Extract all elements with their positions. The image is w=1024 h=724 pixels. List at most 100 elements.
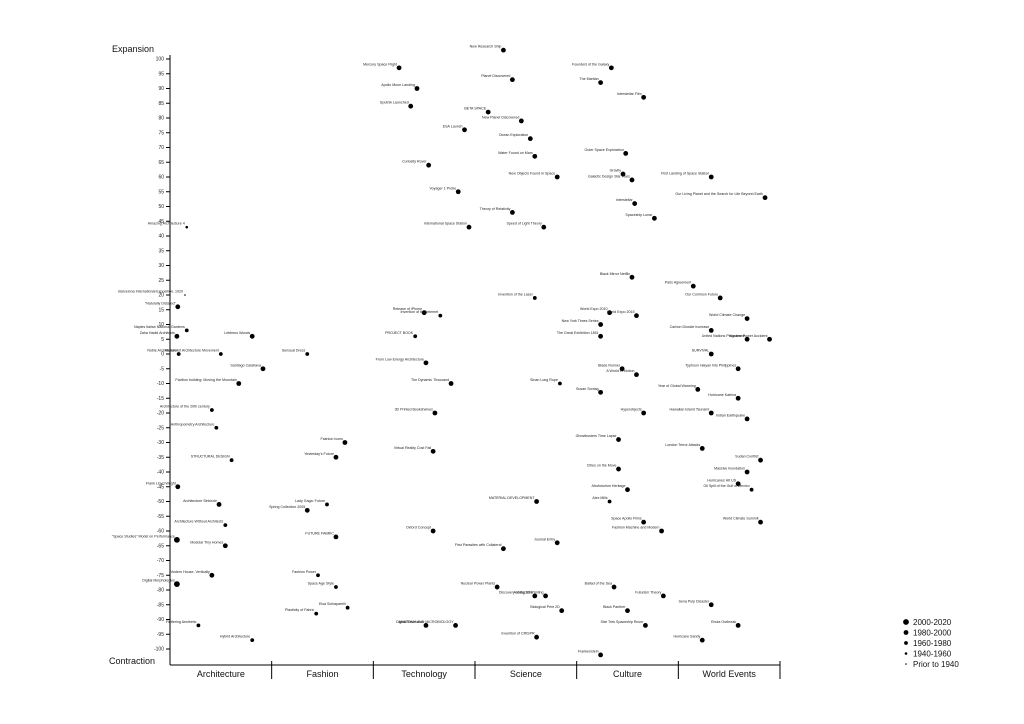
data-point-label: Modular Tiny Homes <box>190 540 223 544</box>
y-tick-label: -10 <box>157 381 164 387</box>
data-point <box>598 333 603 339</box>
data-point-label: Release of iPhone <box>393 307 422 311</box>
data-point-label: Oxford Concept <box>406 526 431 530</box>
data-point <box>634 372 639 378</box>
y-tick-label: 85 <box>158 101 164 107</box>
data-point-label: World Climate Summit <box>723 517 759 521</box>
data-point <box>643 623 648 628</box>
data-point-label: Theory of Relativity <box>480 207 511 211</box>
data-point-label: Alex Mills <box>592 496 607 500</box>
data-point <box>758 519 763 525</box>
data-point <box>762 195 768 201</box>
data-point-label: Sensual Dress <box>282 349 306 353</box>
data-point <box>629 274 635 280</box>
data-point <box>554 540 560 546</box>
data-point-label: Ballad of the Sea <box>585 582 612 586</box>
data-point-label: Digital Morphologies <box>142 579 175 583</box>
data-point-label: Anthropometry Architecture <box>171 422 215 426</box>
data-point <box>690 283 696 289</box>
data-point-label: ANATOMY AND MICROBIOLOGY <box>399 620 455 624</box>
data-point <box>608 65 614 71</box>
data-point-label: World Expo 2015 <box>607 310 635 314</box>
data-point <box>494 584 500 590</box>
y-tick-label: 90 <box>158 86 164 92</box>
y-tick-label: 45 <box>158 219 164 225</box>
data-point-label: Cities on the Move <box>587 464 617 468</box>
data-point <box>396 65 402 71</box>
data-point-label: Pavilion building: Moving the Mountain <box>175 378 236 382</box>
y-axis-top-label: Expansion <box>112 44 154 54</box>
data-point <box>218 352 223 356</box>
y-tick-label: 0 <box>161 352 164 358</box>
data-point <box>708 602 714 608</box>
data-point-label: Fashion Icons <box>321 437 344 441</box>
data-point <box>534 499 539 504</box>
data-point-label: Speed of Light Theory <box>506 222 542 226</box>
data-point <box>708 351 714 357</box>
data-point <box>175 484 181 490</box>
data-point <box>466 224 472 230</box>
axes-layer <box>169 55 780 666</box>
data-point-label: Fashion Machine and Modern <box>612 526 660 530</box>
legend-label: 1960-1980 <box>913 639 952 648</box>
data-point <box>598 652 603 658</box>
data-point-label: Outer Space Exploration <box>585 148 624 152</box>
data-point-label: Hybrid Architecture <box>220 635 250 639</box>
data-point-label: The Great Exhibition 1851 <box>557 331 599 335</box>
data-point-label: Paris Agreement <box>665 281 692 285</box>
data-point <box>616 466 621 472</box>
y-tick-label: 75 <box>158 130 164 136</box>
data-point-label: A World in Motion <box>606 369 634 373</box>
data-point <box>625 608 630 614</box>
data-point <box>598 80 603 85</box>
data-point <box>708 410 714 416</box>
data-point <box>607 499 612 504</box>
data-point <box>607 310 612 316</box>
data-point <box>173 581 180 587</box>
data-point <box>534 634 539 640</box>
legend-marker <box>903 619 909 625</box>
y-tick-label: -100 <box>154 647 164 653</box>
data-point-label: Hurricane Sandy <box>673 635 700 639</box>
data-point <box>634 313 639 319</box>
data-point-label: Carbon Dioxide Increase <box>670 325 710 329</box>
data-point-label: Star Trek Spaceship Rover <box>600 620 644 624</box>
data-point-label: Sinan Long Rope <box>530 378 558 382</box>
data-point <box>345 605 350 610</box>
data-point-label: Frank Lloyd Wright <box>146 481 176 485</box>
data-point <box>641 519 647 525</box>
data-point <box>209 572 215 578</box>
y-tick-label: -5 <box>160 366 165 372</box>
data-point-label: Architecture Sinkhole <box>183 499 217 503</box>
data-point <box>501 546 506 552</box>
data-point <box>414 86 420 91</box>
data-point-label: Nuclear Power Plants <box>461 582 496 586</box>
y-tick-label: -15 <box>157 396 164 402</box>
data-point-label: "Naturally Dictated" <box>145 301 177 305</box>
data-point <box>735 366 741 372</box>
data-point-label: Sena Pulp Disaster <box>678 599 710 603</box>
data-point <box>314 611 319 616</box>
data-point-label: ESA Launch <box>443 124 463 128</box>
data-point <box>448 381 454 386</box>
y-tick-label: 20 <box>158 293 164 299</box>
data-point-label: New York Times Series <box>562 319 599 323</box>
category-axis: Architecture Fashion Technology Science Cult… <box>197 661 781 679</box>
data-point <box>554 174 560 180</box>
data-point-label: Spaceship Lunar <box>625 213 653 217</box>
data-point-label: Santiago Calatrava <box>230 363 261 367</box>
data-point-label: Space Apollo Films <box>611 517 642 521</box>
data-point-label: Futurism Theory <box>635 590 661 594</box>
data-point-label: Invention of the Laser <box>498 292 533 296</box>
category-label: Culture <box>613 669 642 679</box>
data-point-label: World Climate Change <box>709 313 745 317</box>
data-point <box>744 316 750 321</box>
data-point <box>744 416 750 422</box>
y-tick-label: -75 <box>157 573 164 579</box>
category-label: Science <box>510 669 542 679</box>
data-point-label: Black Mirror Netflix <box>600 272 630 276</box>
y-tick-label: 35 <box>158 248 164 254</box>
data-point <box>462 127 467 133</box>
data-point <box>541 224 547 230</box>
